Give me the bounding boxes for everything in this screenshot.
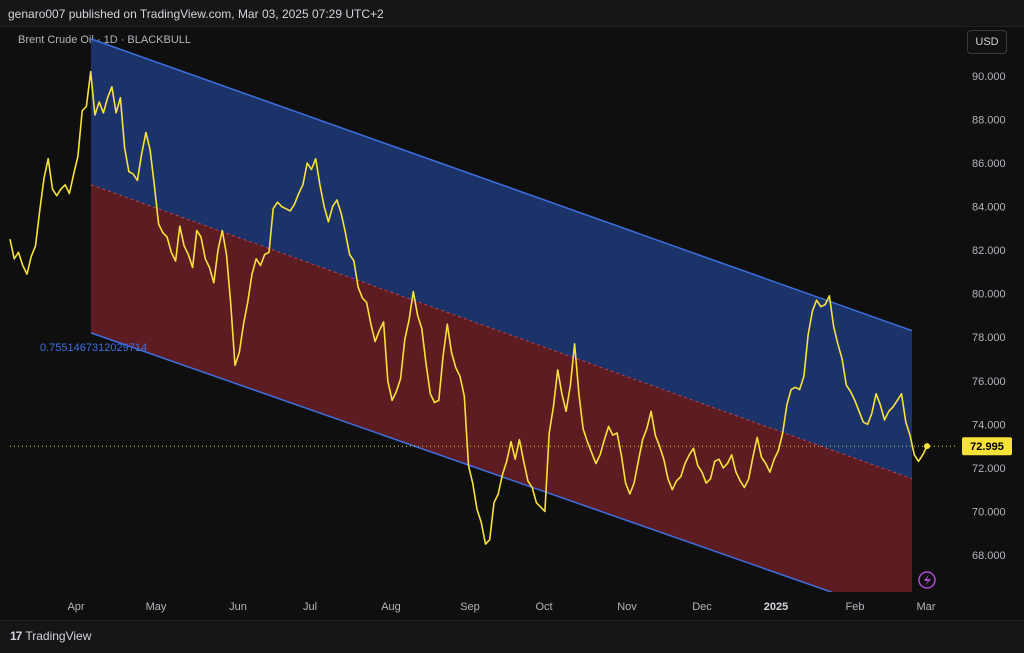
y-tick-label: 68.000: [972, 550, 1006, 562]
y-tick-label: 90.000: [972, 71, 1006, 83]
chart-overlays: 72.995: [10, 437, 1012, 589]
channel-lower-zone: [91, 184, 912, 592]
tradingview-mark-icon: 17: [10, 629, 22, 643]
current-price-badge: [962, 437, 1012, 456]
y-tick-label: 80.000: [972, 289, 1006, 301]
x-tick-label: 2025: [764, 601, 788, 613]
x-tick-label: Sep: [460, 601, 480, 613]
regression-channel: 0.7551467312029714: [40, 38, 913, 592]
current-price-label: 72.995: [970, 441, 1004, 453]
y-tick-label: 74.000: [972, 419, 1006, 431]
x-tick-label: Apr: [67, 601, 84, 613]
y-axis: 90.000 88.000 86.000 84.000 82.000 80.000 78.0…: [972, 71, 1006, 562]
x-tick-label: May: [146, 601, 167, 613]
publish-info: genaro007 published on TradingView.com, …: [8, 7, 384, 21]
y-tick-label: 82.000: [972, 245, 1006, 257]
y-tick-label: 86.000: [972, 158, 1006, 170]
currency-button[interactable]: USD: [967, 30, 1007, 54]
x-tick-label: Nov: [617, 601, 637, 613]
x-tick-label: Aug: [381, 601, 401, 613]
tradingview-logo[interactable]: 17 TradingView: [10, 629, 91, 643]
brand-label: TradingView: [25, 629, 92, 643]
x-tick-label: Jul: [303, 601, 317, 613]
channel-upper-line: [90, 38, 913, 332]
x-tick-label: Oct: [535, 601, 552, 613]
x-tick-label: Feb: [846, 601, 865, 613]
fib-level-label: 0.7551467312029714: [40, 342, 147, 354]
lightning-icon[interactable]: [918, 571, 936, 589]
y-tick-label: 88.000: [972, 114, 1006, 126]
header-bar: [0, 0, 1024, 27]
x-tick-label: Dec: [692, 601, 712, 613]
footer-bar: [0, 620, 1024, 653]
y-tick-label: 84.000: [972, 202, 1006, 214]
channel-upper-zone: [91, 38, 912, 479]
y-tick-label: 76.000: [972, 376, 1006, 388]
x-tick-label: Mar: [917, 601, 936, 613]
y-tick-label: 78.000: [972, 332, 1006, 344]
channel-mid-line: [90, 184, 913, 480]
price-line: [9, 70, 928, 545]
y-tick-label: 72.000: [972, 463, 1006, 475]
y-tick-label: 70.000: [972, 506, 1006, 518]
x-tick-label: Jun: [229, 601, 247, 613]
symbol-info[interactable]: Brent Crude Oil · 1D · BLACKBULL: [18, 34, 192, 46]
x-axis: Apr May Jun Jul Aug Sep Oct Nov Dec 2025 Feb Mar: [67, 601, 935, 613]
